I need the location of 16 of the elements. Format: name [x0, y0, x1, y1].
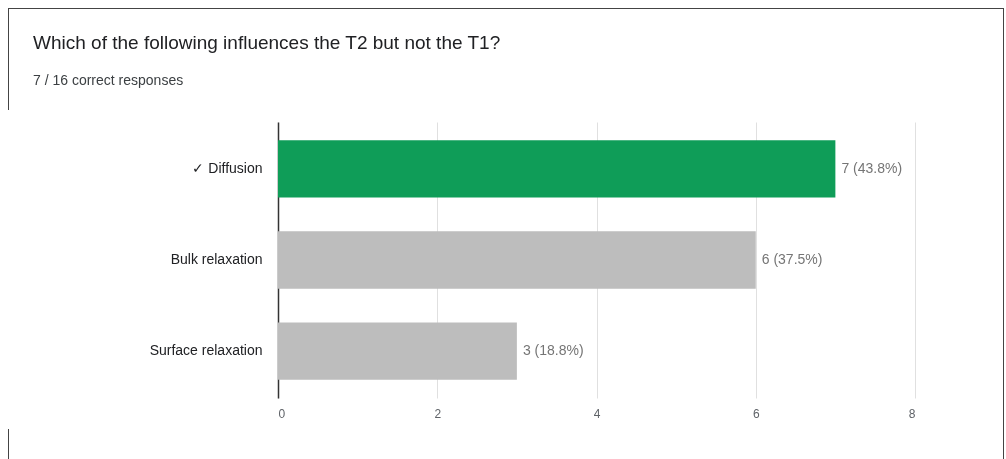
data-label: 6 (37.5%) — [761, 251, 823, 267]
y-tick-label: Surface relaxation — [149, 342, 263, 359]
x-tick-label: 6 — [752, 406, 760, 421]
y-tick-label: ✓ Diffusion — [192, 159, 263, 176]
x-tick-label: 0 — [278, 406, 286, 421]
text: 7 / 16 correct responses — [33, 72, 184, 88]
bar — [278, 322, 517, 380]
y-tick-label: Bulk relaxation — [170, 251, 263, 267]
bar — [278, 231, 756, 289]
x-tick-label: 8 — [908, 406, 916, 421]
data-label: 3 (18.8%) — [522, 342, 584, 359]
chart-title: Which of the following influences the T2 but not the T1? — [33, 32, 501, 54]
data-label: 7 (43.8%) — [841, 159, 903, 176]
x-tick-label: 2 — [434, 406, 442, 421]
x-tick-label: 4 — [593, 406, 601, 421]
bar — [278, 140, 836, 198]
